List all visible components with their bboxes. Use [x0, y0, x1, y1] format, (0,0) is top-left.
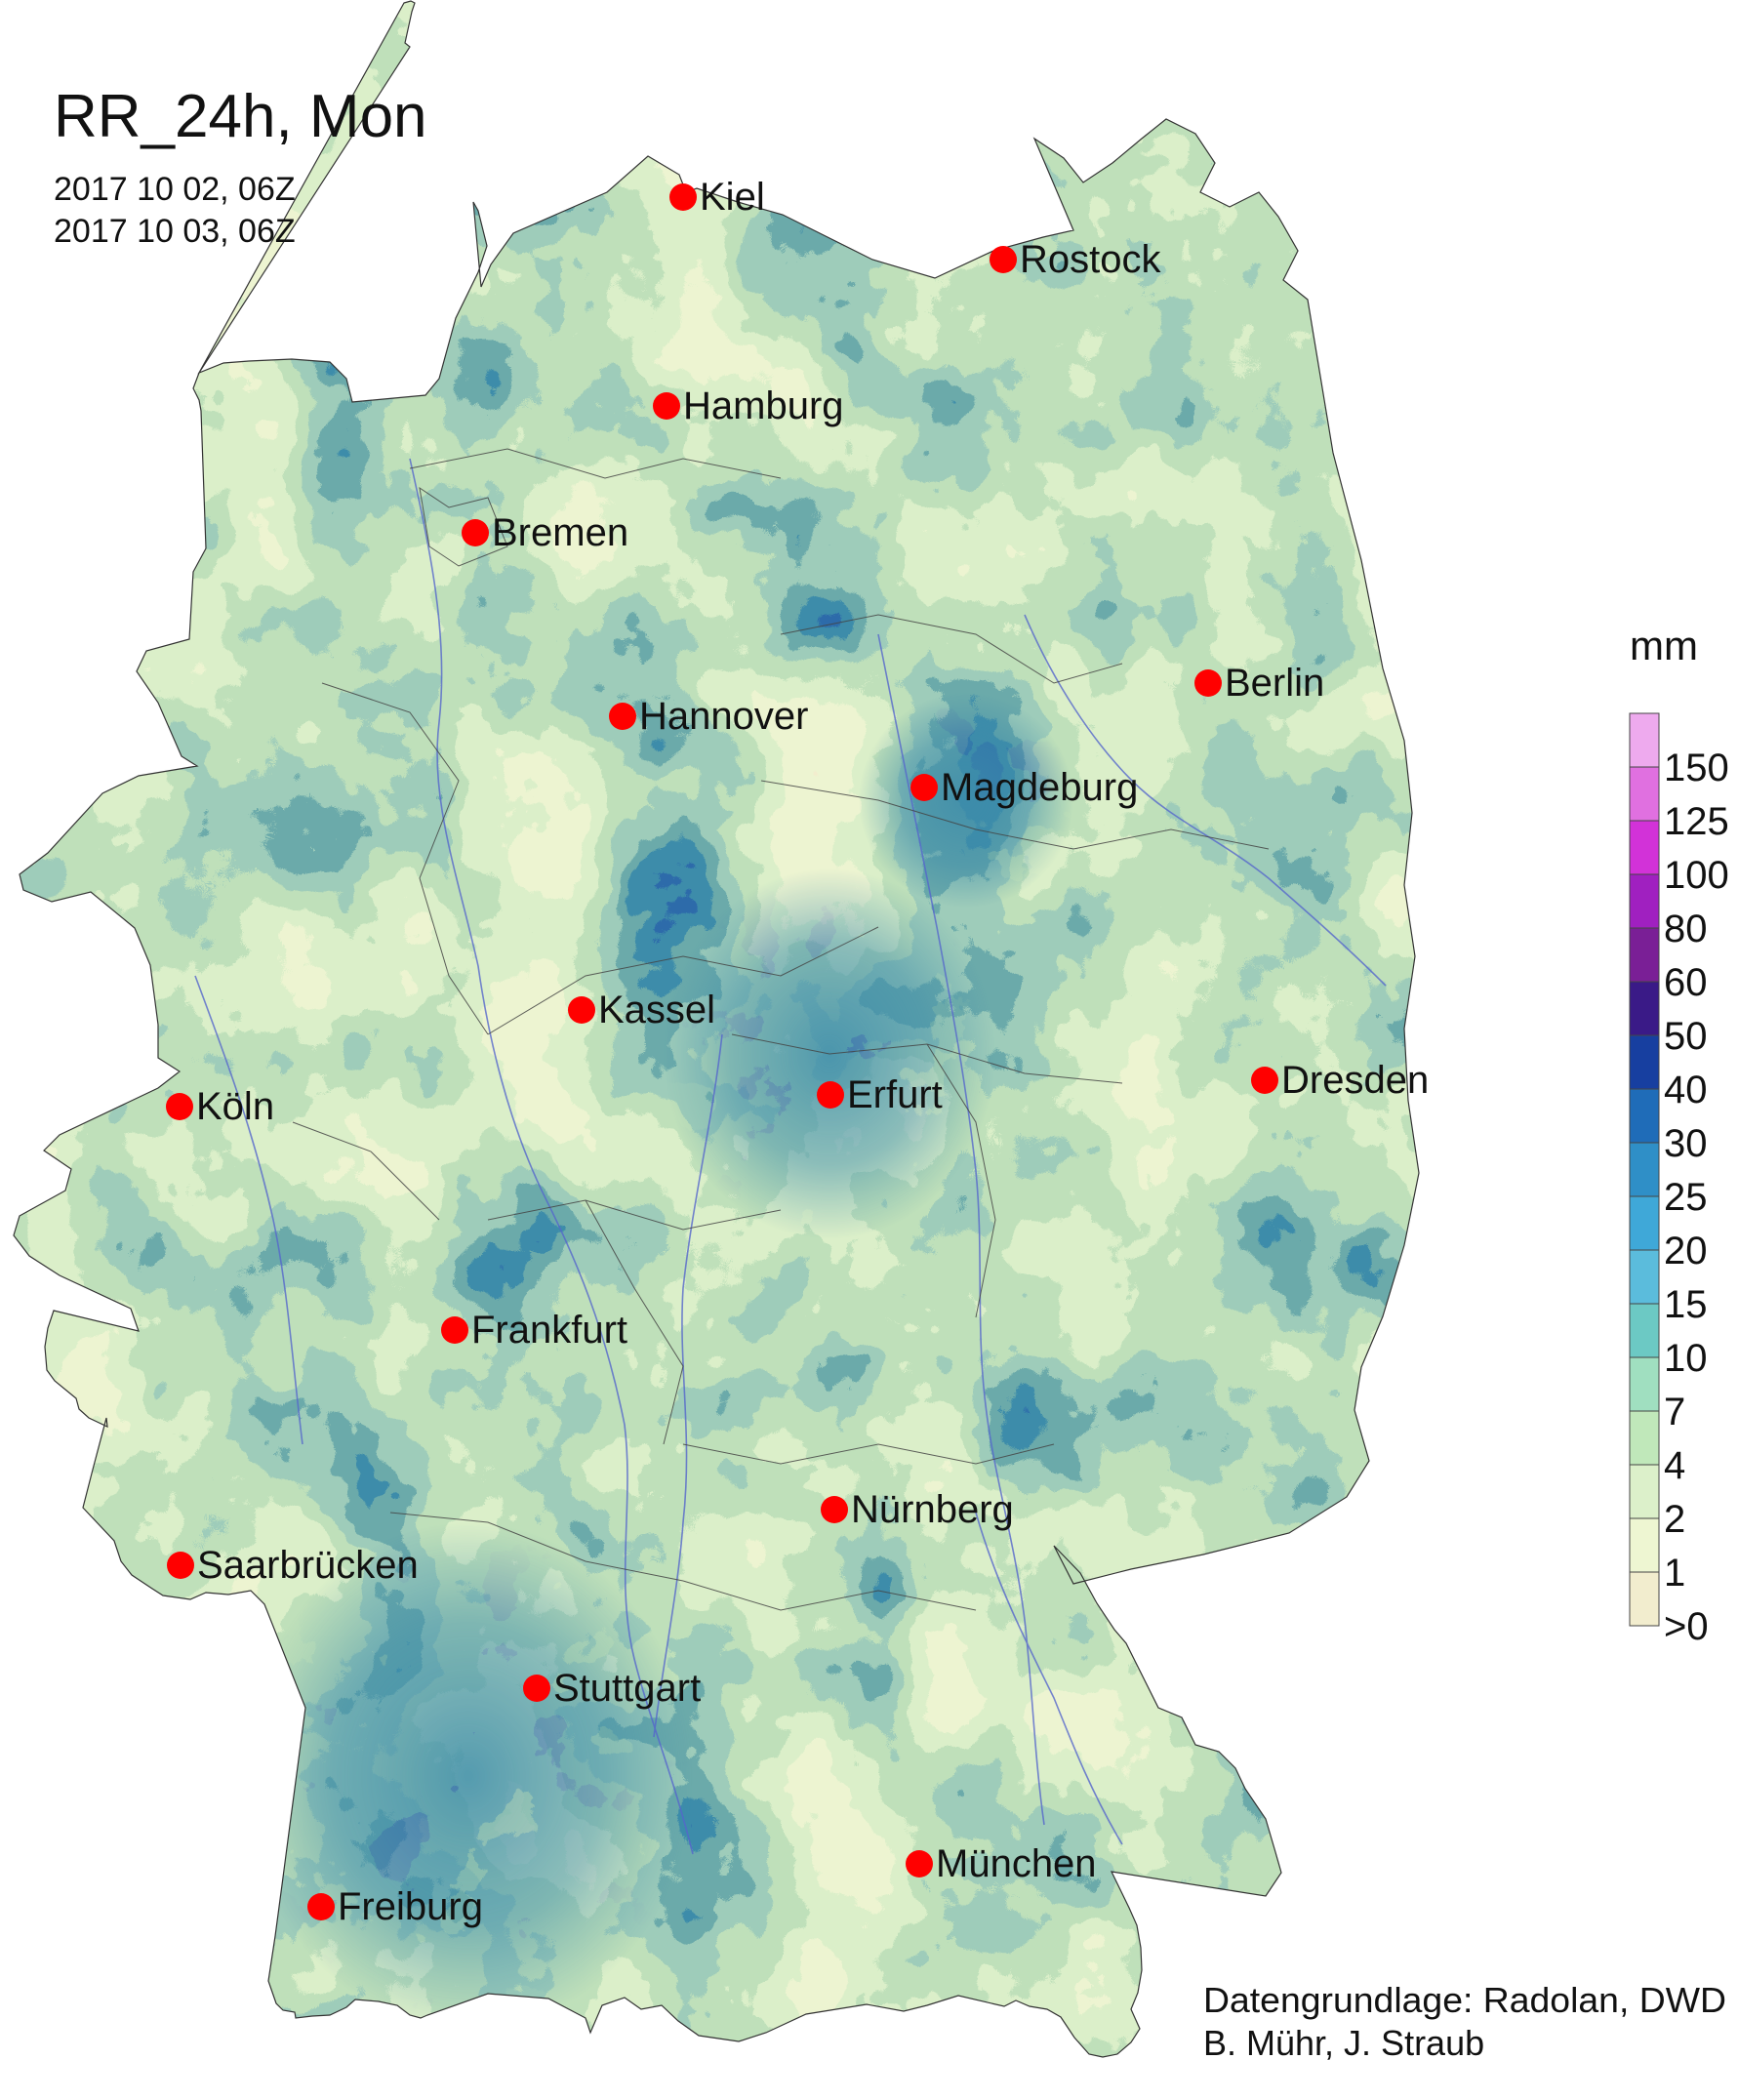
svg-text:Kassel: Kassel [598, 989, 715, 1031]
svg-text:25: 25 [1664, 1176, 1708, 1219]
svg-text:Dresden: Dresden [1281, 1059, 1429, 1102]
svg-text:2: 2 [1664, 1498, 1685, 1541]
svg-text:20: 20 [1664, 1230, 1708, 1272]
svg-text:2017 10 02, 06Z: 2017 10 02, 06Z [54, 171, 296, 208]
svg-text:Bremen: Bremen [492, 511, 628, 554]
svg-text:Hamburg: Hamburg [683, 384, 844, 427]
svg-text:60: 60 [1664, 961, 1708, 1004]
svg-text:7: 7 [1664, 1391, 1685, 1434]
svg-text:B. Mühr, J. Straub: B. Mühr, J. Straub [1203, 2023, 1484, 2063]
svg-text:Rostock: Rostock [1020, 238, 1161, 281]
svg-text:Berlin: Berlin [1225, 662, 1324, 705]
svg-text:RR_24h, Mon: RR_24h, Mon [54, 83, 427, 150]
svg-text:Hannover: Hannover [639, 695, 808, 738]
svg-text:125: 125 [1664, 800, 1729, 843]
svg-text:Nürnberg: Nürnberg [851, 1488, 1014, 1531]
svg-text:München: München [936, 1842, 1097, 1885]
svg-text:1: 1 [1664, 1552, 1685, 1595]
svg-text:>0: >0 [1664, 1605, 1709, 1648]
svg-text:100: 100 [1664, 854, 1729, 897]
svg-text:Saarbrücken: Saarbrücken [197, 1544, 419, 1587]
svg-text:Erfurt: Erfurt [847, 1073, 943, 1116]
svg-text:80: 80 [1664, 908, 1708, 950]
svg-text:150: 150 [1664, 747, 1729, 789]
svg-text:Stuttgart: Stuttgart [553, 1667, 701, 1710]
svg-text:Frankfurt: Frankfurt [471, 1309, 627, 1352]
svg-text:4: 4 [1664, 1444, 1685, 1487]
svg-text:50: 50 [1664, 1015, 1708, 1058]
svg-text:Freiburg: Freiburg [338, 1885, 483, 1928]
svg-text:mm: mm [1630, 623, 1698, 668]
svg-text:10: 10 [1664, 1337, 1708, 1380]
svg-text:15: 15 [1664, 1283, 1708, 1326]
svg-text:2017 10 03, 06Z: 2017 10 03, 06Z [54, 213, 296, 250]
svg-text:Magdeburg: Magdeburg [941, 766, 1138, 809]
svg-text:40: 40 [1664, 1069, 1708, 1111]
svg-text:Datengrundlage: Radolan, DWD: Datengrundlage: Radolan, DWD [1203, 1980, 1726, 2020]
svg-text:30: 30 [1664, 1122, 1708, 1165]
svg-text:Kiel: Kiel [700, 176, 765, 219]
svg-text:Köln: Köln [196, 1085, 274, 1128]
